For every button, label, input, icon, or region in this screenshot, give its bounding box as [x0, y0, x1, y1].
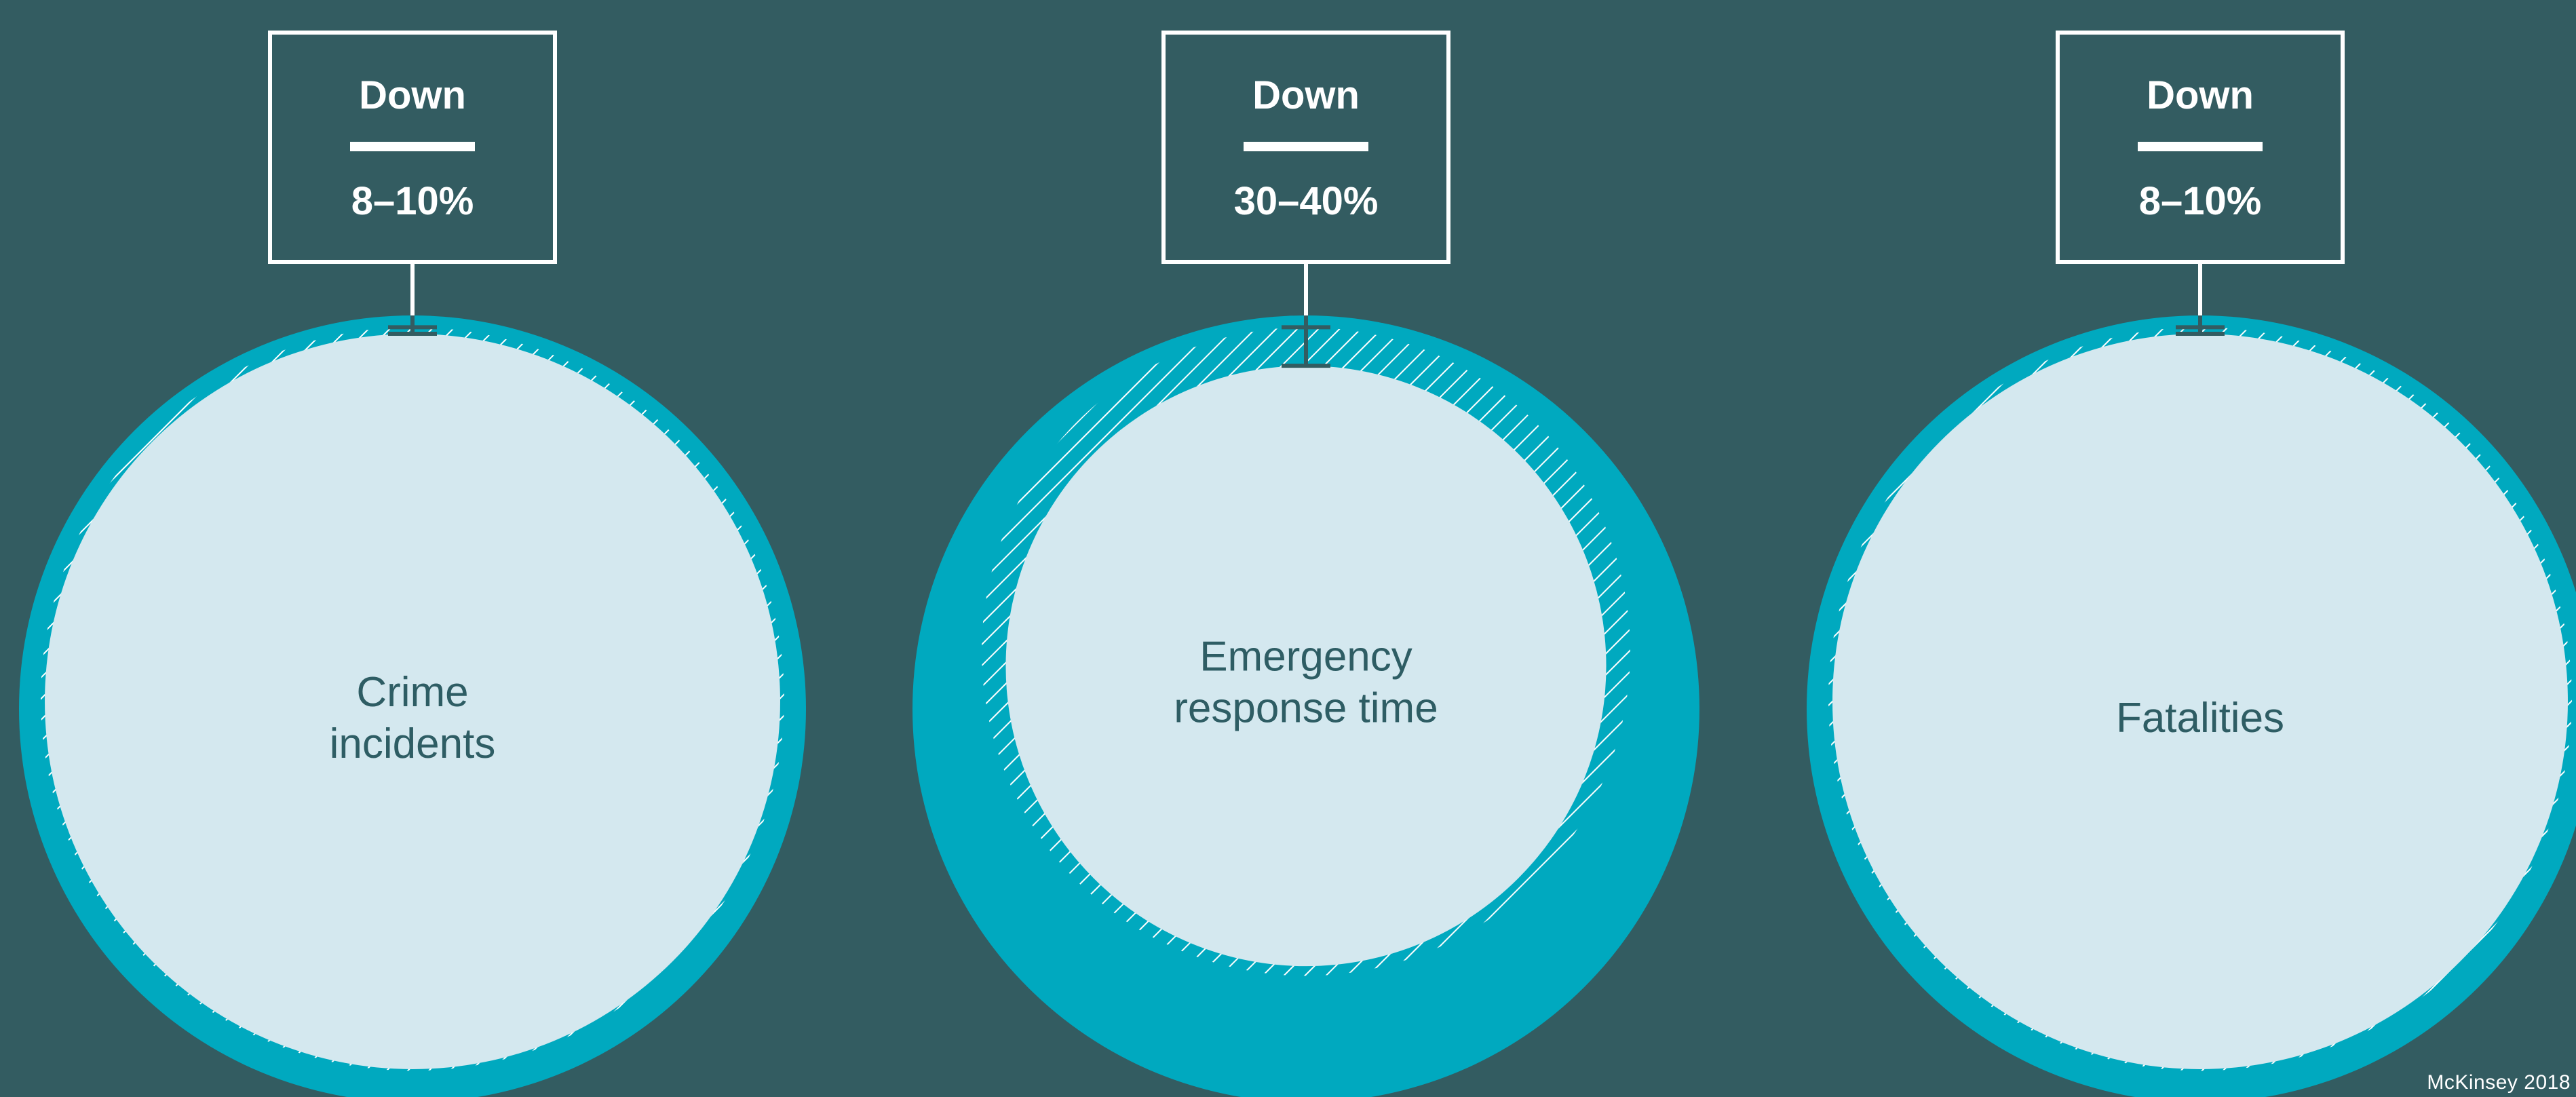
- change-direction: Down: [1252, 73, 1360, 117]
- change-direction: Down: [2147, 73, 2254, 117]
- reduced-circle: [1005, 366, 1607, 967]
- category-label: Emergency: [1199, 634, 1412, 680]
- change-value: 8–10%: [351, 179, 474, 223]
- change-direction: Down: [359, 73, 466, 117]
- category-label: response time: [1174, 685, 1438, 732]
- reduced-circle: [45, 333, 780, 1069]
- change-value: 8–10%: [2139, 179, 2262, 223]
- change-value: 30–40%: [1234, 179, 1379, 223]
- source-credit: McKinsey 2018: [2427, 1071, 2571, 1094]
- category-label: Fatalities: [2116, 695, 2284, 742]
- change-box: [1161, 31, 1450, 264]
- change-box: [2056, 31, 2345, 264]
- category-label: Crime: [356, 669, 468, 716]
- reduced-circle: [1832, 333, 2568, 1069]
- category-label: incidents: [330, 720, 496, 767]
- change-box: [268, 31, 557, 264]
